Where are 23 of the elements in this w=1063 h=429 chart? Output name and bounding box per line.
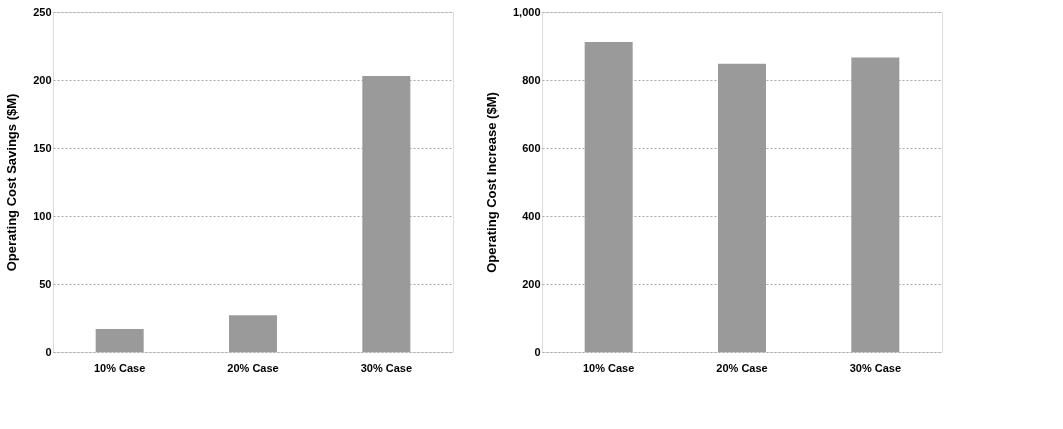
y-tick-label: 200 [522, 277, 541, 290]
x-tick-label: 30% Case [360, 361, 413, 374]
y-tick-label: 200 [33, 73, 52, 86]
x-tick-label: 20% Case [227, 361, 279, 374]
y-tick-label: 0 [45, 345, 52, 358]
x-tick-label: 20% Case [716, 361, 768, 374]
y-tick-label: 150 [33, 141, 52, 154]
y-tick-label: 0 [534, 345, 541, 358]
bar [229, 315, 277, 352]
bar [362, 75, 411, 352]
x-tick-label: 10% Case [582, 361, 635, 374]
y-tick-label: 800 [522, 73, 541, 86]
y-tick-label: 600 [522, 141, 541, 154]
y-tick-label: 100 [33, 209, 52, 222]
bar [95, 328, 144, 352]
y-tick-label: 400 [522, 209, 541, 222]
y-axis-title: Operating Cost Increase ($M) [483, 92, 499, 273]
y-axis-title: Operating Cost Savings ($M) [4, 93, 20, 272]
x-tick-label: 10% Case [93, 361, 146, 374]
y-tick-label: 1,000 [512, 5, 541, 18]
y-tick-label: 250 [33, 5, 52, 18]
x-tick-label: 30% Case [849, 361, 902, 374]
y-tick-label: 50 [39, 277, 52, 290]
